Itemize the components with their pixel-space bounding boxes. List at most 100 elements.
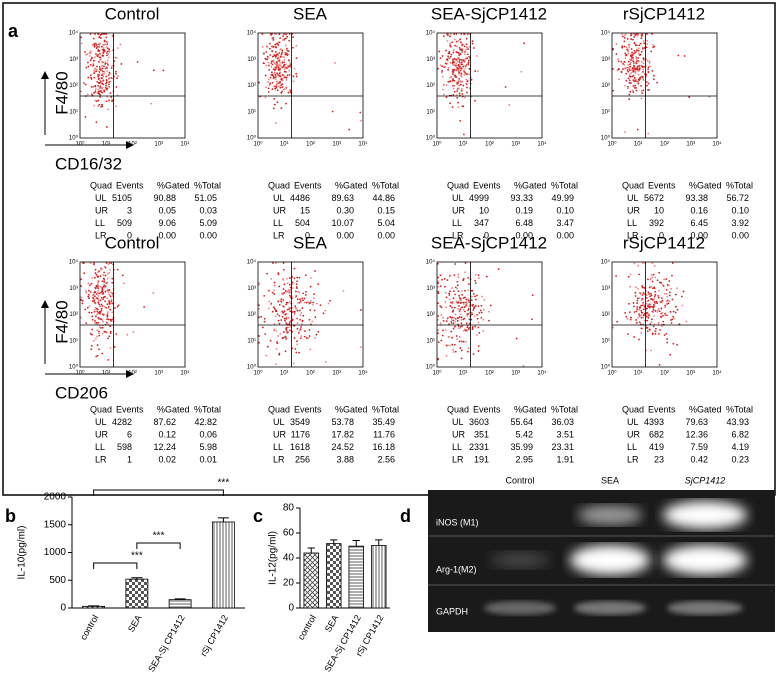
dot <box>660 281 663 284</box>
dot-plot <box>258 33 362 131</box>
dot <box>99 285 102 288</box>
dot <box>471 304 474 307</box>
dot <box>440 306 443 309</box>
dot <box>80 42 83 45</box>
dot <box>468 305 471 308</box>
dot <box>97 285 100 288</box>
table-cell: 504 <box>295 218 310 228</box>
x-tick-label: SEA <box>126 613 144 634</box>
dot <box>458 316 461 318</box>
dot <box>104 61 107 63</box>
dot <box>646 300 649 303</box>
dot <box>634 291 637 294</box>
dot <box>359 111 362 114</box>
dot <box>96 55 99 58</box>
dot <box>640 327 643 330</box>
dot <box>102 47 105 49</box>
dot <box>442 93 445 96</box>
dot <box>274 43 277 46</box>
dot <box>291 318 294 321</box>
dot <box>288 33 291 35</box>
dot <box>272 45 275 48</box>
dot <box>460 75 463 78</box>
dot <box>276 342 279 345</box>
dot <box>285 316 288 319</box>
dot <box>273 69 276 72</box>
dot <box>450 330 453 333</box>
table-header: %Gated <box>335 180 368 190</box>
dot <box>460 80 463 83</box>
dot <box>653 297 656 300</box>
table-cell: LR <box>627 230 639 240</box>
table-cell: 5.42 <box>515 429 533 439</box>
table-cell: 3.47 <box>556 218 574 228</box>
dot <box>103 72 105 75</box>
table-cell: 6.48 <box>515 218 533 228</box>
plot-frame <box>257 261 364 368</box>
dot <box>437 357 439 360</box>
dot <box>445 84 448 86</box>
dot <box>295 295 298 297</box>
log-tick-label: 10² <box>660 142 669 148</box>
dot <box>271 60 274 63</box>
dot <box>120 63 123 65</box>
table-header: %Total <box>551 180 578 190</box>
dot-plot <box>437 262 534 367</box>
dot <box>101 319 104 322</box>
dot <box>107 305 110 308</box>
dot <box>633 305 635 308</box>
dot <box>275 363 277 366</box>
dot <box>453 274 456 276</box>
dot <box>273 281 276 284</box>
dot <box>628 46 631 48</box>
log-tick-label: 10⁰ <box>253 141 263 148</box>
gel-band <box>490 552 550 568</box>
dot <box>680 295 683 298</box>
dot <box>90 57 93 60</box>
dot <box>460 316 463 319</box>
dot <box>98 50 101 52</box>
dot <box>441 334 444 337</box>
dot <box>653 287 656 290</box>
dot <box>265 64 268 67</box>
dot <box>635 321 638 324</box>
dot <box>324 309 327 312</box>
dot <box>94 319 96 322</box>
dot <box>104 87 107 90</box>
dot <box>101 332 104 335</box>
log-tick-label: 10⁰ <box>607 370 617 377</box>
dot <box>456 284 459 287</box>
dot <box>102 313 105 316</box>
dot <box>646 326 649 329</box>
dot <box>279 48 282 51</box>
dot <box>653 315 655 317</box>
dot <box>296 298 299 301</box>
log-tick-label: 10² <box>69 312 78 318</box>
dot <box>442 329 444 332</box>
dot <box>651 332 654 335</box>
dot <box>97 311 100 314</box>
dot <box>111 277 114 280</box>
dot <box>444 285 446 288</box>
dot <box>280 300 283 303</box>
dot <box>630 82 632 84</box>
plot-frame <box>436 261 543 368</box>
dot <box>455 45 458 48</box>
dot <box>637 80 639 83</box>
dot <box>284 33 287 35</box>
dot <box>488 319 490 322</box>
dot <box>279 82 281 84</box>
dot <box>106 87 109 90</box>
dot <box>104 63 107 65</box>
x-tick-label: SEA-Sj CP1412 <box>146 613 187 673</box>
dot <box>306 337 308 340</box>
dot <box>314 336 316 339</box>
dot <box>641 294 644 296</box>
dot <box>646 330 649 333</box>
panel-a-frame <box>2 2 776 496</box>
dot <box>643 304 646 307</box>
dot <box>272 77 275 80</box>
dot <box>459 80 462 82</box>
dot <box>630 48 633 50</box>
dot <box>94 90 97 93</box>
